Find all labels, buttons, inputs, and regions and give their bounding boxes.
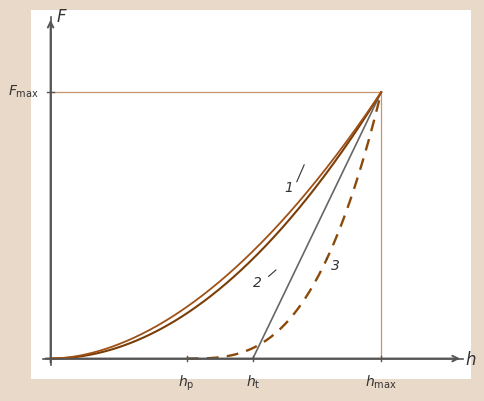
Text: 1: 1 [284, 181, 293, 195]
Text: $h$: $h$ [465, 351, 476, 369]
Text: 3: 3 [331, 259, 339, 273]
Text: $h_\mathrm{p}$: $h_\mathrm{p}$ [179, 374, 195, 393]
Text: $F_{\mathrm{max}}$: $F_{\mathrm{max}}$ [8, 84, 39, 100]
Text: $F$: $F$ [57, 8, 68, 26]
Text: $h_\mathrm{max}$: $h_\mathrm{max}$ [365, 374, 397, 391]
Text: $h_\mathrm{t}$: $h_\mathrm{t}$ [246, 374, 260, 391]
Text: 2: 2 [253, 276, 262, 290]
